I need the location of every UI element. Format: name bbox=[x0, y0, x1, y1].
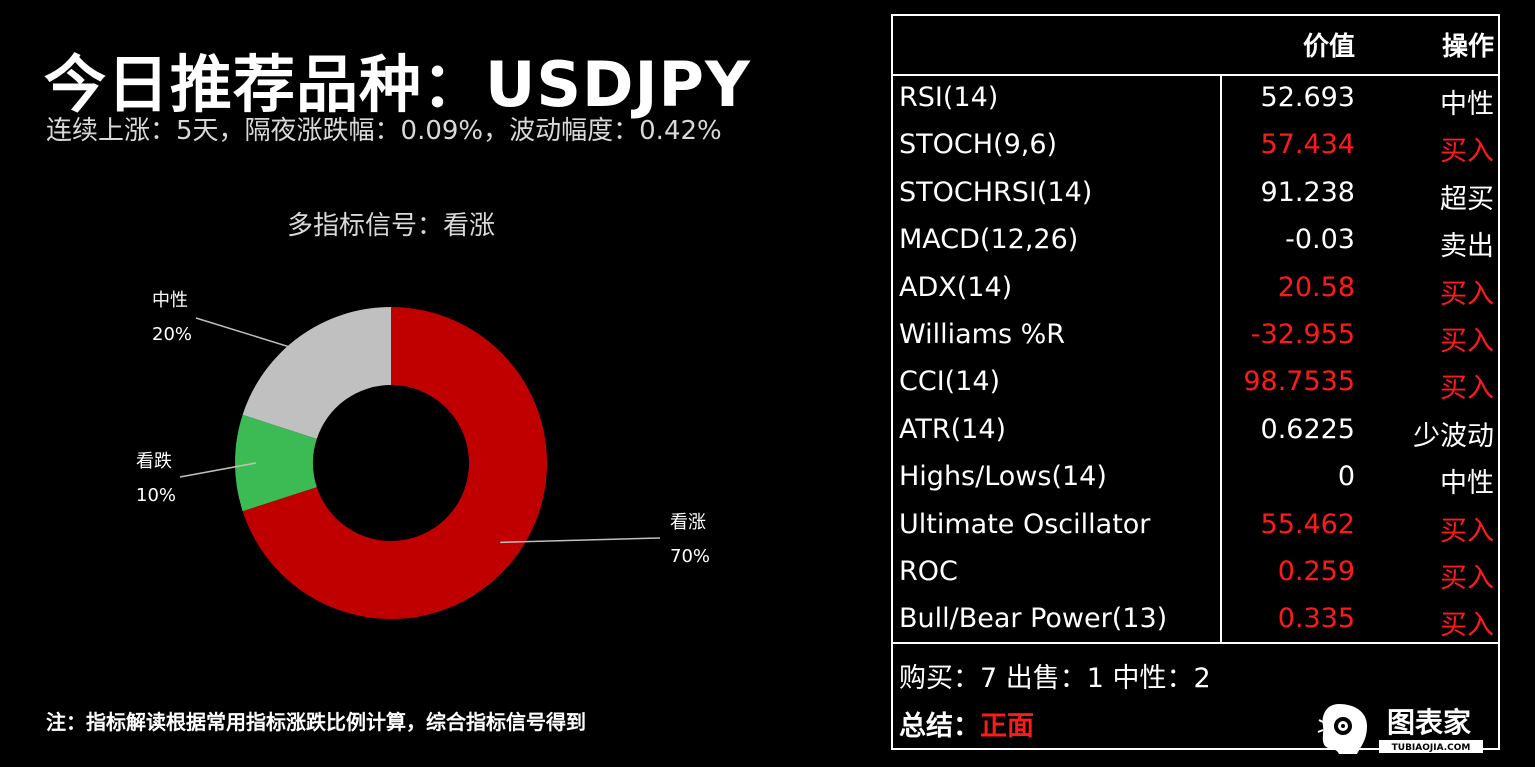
indicator-value: 98.7535 bbox=[1243, 366, 1355, 398]
tubiaojia-logo: 图表家 TUBIAOJIA.COM bbox=[1317, 704, 1483, 754]
indicator-value: 0 bbox=[1337, 461, 1355, 493]
indicator-action: 买入 bbox=[1440, 562, 1494, 594]
column-divider bbox=[1220, 74, 1222, 642]
table-row: Bull/Bear Power(13) 0.335 买入 bbox=[893, 595, 1498, 642]
donut-slice bbox=[242, 307, 547, 619]
slice-value-label: 20% bbox=[152, 324, 192, 345]
indicator-name: RSI(14) bbox=[899, 82, 999, 113]
indicator-panel: 价值 操作 RSI(14) 52.693 中性 STOCH(9,6) 57.434 买入 S… bbox=[891, 14, 1500, 754]
table-row: STOCH(9,6) 57.434 买入 bbox=[893, 121, 1498, 168]
conclusion: 总结：正面 bbox=[899, 704, 1034, 743]
indicator-rows: RSI(14) 52.693 中性 STOCH(9,6) 57.434 买入 STOCHRS… bbox=[893, 74, 1498, 643]
indicator-name: MACD(12,26) bbox=[899, 224, 1079, 256]
leader-line bbox=[195, 317, 312, 355]
slice-label: 看跌 bbox=[136, 451, 172, 472]
signal-counts: 购买：7 出售：1 中性：2 bbox=[899, 663, 1211, 694]
table-row: Highs/Lows(14) 0 中性 bbox=[893, 453, 1498, 500]
table-row: ATR(14) 0.6225 少波动 bbox=[893, 406, 1498, 453]
table-row: RSI(14) 52.693 中性 bbox=[893, 74, 1498, 121]
indicator-value: 0.6225 bbox=[1260, 413, 1355, 445]
indicator-name: ATR(14) bbox=[899, 413, 1007, 445]
indicator-name: Ultimate Oscillator bbox=[899, 508, 1151, 540]
conclusion-value: 正面 bbox=[980, 711, 1034, 742]
table-row: ROC 0.259 买入 bbox=[893, 548, 1498, 595]
chart-title: 多指标信号：看涨 bbox=[287, 211, 495, 241]
indicator-action: 买入 bbox=[1440, 278, 1494, 310]
value-column-header: 价值 bbox=[1302, 32, 1355, 62]
slice-value-label: 10% bbox=[136, 485, 176, 506]
slice-label: 中性 bbox=[152, 290, 188, 311]
logo-name: 图表家 bbox=[1387, 706, 1471, 739]
indicator-value: 57.434 bbox=[1260, 129, 1355, 161]
indicator-action: 中性 bbox=[1440, 468, 1494, 500]
action-column-header: 操作 bbox=[1441, 32, 1494, 62]
conclusion-label: 总结： bbox=[899, 711, 980, 742]
slice-label: 看涨 bbox=[670, 512, 706, 533]
table-row: STOCHRSI(14) 91.238 超买 bbox=[893, 169, 1498, 216]
indicator-value: 55.462 bbox=[1260, 508, 1355, 540]
indicator-value: 0.335 bbox=[1277, 603, 1355, 635]
leader-line bbox=[179, 462, 257, 478]
indicator-action: 超买 bbox=[1440, 183, 1494, 215]
indicator-value: 0.259 bbox=[1277, 555, 1355, 587]
indicator-name: Bull/Bear Power(13) bbox=[899, 603, 1168, 635]
table-header: 价值 操作 bbox=[893, 16, 1498, 76]
table-row: Ultimate Oscillator 55.462 买入 bbox=[893, 501, 1498, 548]
brain-head-icon bbox=[1317, 704, 1367, 754]
indicator-name: CCI(14) bbox=[899, 366, 1001, 398]
donut-slice bbox=[242, 307, 391, 439]
table-row: CCI(14) 98.7535 买入 bbox=[893, 358, 1498, 405]
indicator-name: STOCH(9,6) bbox=[899, 129, 1058, 161]
indicator-action: 少波动 bbox=[1413, 420, 1494, 452]
indicator-action: 卖出 bbox=[1440, 231, 1494, 263]
indicator-value: 20.58 bbox=[1277, 271, 1355, 303]
indicator-action: 买入 bbox=[1440, 136, 1494, 168]
leader-line bbox=[500, 537, 661, 544]
table-row: MACD(12,26) -0.03 卖出 bbox=[893, 216, 1498, 263]
indicator-name: Highs/Lows(14) bbox=[899, 461, 1107, 493]
indicator-action: 买入 bbox=[1440, 325, 1494, 357]
indicator-value: -32.955 bbox=[1250, 318, 1355, 350]
footnote: 注：指标解读根据常用指标涨跌比例计算，综合指标信号得到 bbox=[46, 710, 586, 734]
indicator-action: 中性 bbox=[1440, 89, 1494, 120]
indicator-value: -0.03 bbox=[1285, 224, 1355, 256]
indicator-value: 52.693 bbox=[1260, 82, 1355, 113]
indicator-action: 买入 bbox=[1440, 373, 1494, 405]
logo-url: TUBIAOJIA.COM bbox=[1392, 743, 1471, 753]
indicator-action: 买入 bbox=[1440, 610, 1494, 642]
indicator-name: ROC bbox=[899, 555, 958, 587]
table-row: Williams %R -32.955 买入 bbox=[893, 311, 1498, 358]
indicator-action: 买入 bbox=[1440, 515, 1494, 547]
indicator-name: Williams %R bbox=[899, 318, 1066, 350]
slice-value-label: 70% bbox=[670, 546, 710, 567]
indicator-name: STOCHRSI(14) bbox=[899, 176, 1093, 208]
indicator-value: 91.238 bbox=[1260, 176, 1355, 208]
table-row: ADX(14) 20.58 买入 bbox=[893, 264, 1498, 311]
indicator-name: ADX(14) bbox=[899, 271, 1013, 303]
page-title: 今日推荐品种：USDJPY bbox=[44, 48, 751, 121]
donut-slice bbox=[234, 414, 317, 512]
page-subtitle: 连续上涨：5天，隔夜涨跌幅：0.09%，波动幅度：0.42% bbox=[46, 116, 722, 146]
summary-section: 购买：7 出售：1 中性：2 总结：正面 图表家 TUBIAOJIA.COM bbox=[893, 642, 1498, 754]
